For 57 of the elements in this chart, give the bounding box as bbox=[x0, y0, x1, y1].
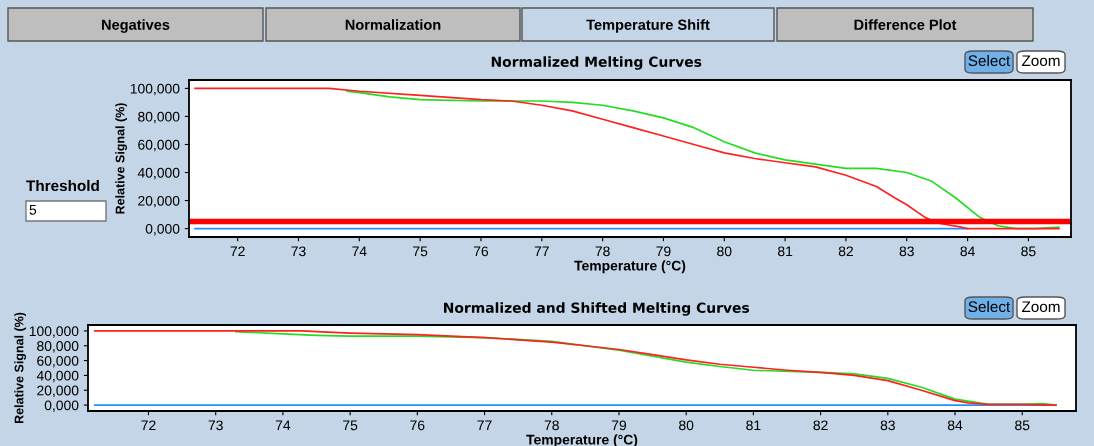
x-tick-label: 81 bbox=[746, 420, 761, 431]
x-axis-title: Temperature (°C) bbox=[574, 260, 686, 274]
x-tick-label: 78 bbox=[595, 246, 610, 257]
y-tick-label: 60,000 bbox=[37, 355, 79, 368]
text: Threshold bbox=[26, 179, 99, 192]
text: 5 bbox=[29, 205, 37, 215]
text: Difference Plot bbox=[854, 19, 957, 30]
text: Select bbox=[968, 54, 1011, 67]
x-tick-label: 72 bbox=[230, 246, 245, 257]
x-tick-label: 81 bbox=[777, 246, 793, 257]
y-axis-title: Relative Signal (%) bbox=[14, 312, 26, 424]
x-tick-label: 85 bbox=[1015, 420, 1030, 431]
x-tick-label: 73 bbox=[208, 420, 223, 431]
y-tick-label: 100,000 bbox=[29, 326, 79, 338]
text: Zoom bbox=[1021, 301, 1060, 313]
y-tick-label: 0,000 bbox=[44, 400, 79, 412]
text: Zoom bbox=[1021, 55, 1060, 67]
x-tick-label: 74 bbox=[275, 420, 291, 431]
text: Temperature Shift bbox=[586, 19, 710, 33]
x-tick-label: 80 bbox=[717, 246, 732, 257]
chart-title: Normalized Melting Curves bbox=[491, 56, 702, 70]
text: Negatives bbox=[102, 19, 170, 33]
x-tick-label: 74 bbox=[352, 246, 367, 257]
y-tick-label: 40,000 bbox=[36, 370, 79, 383]
y-axis-title: Relative Signal (%) bbox=[115, 103, 127, 214]
x-tick-label: 82 bbox=[813, 420, 828, 431]
x-tick-label: 84 bbox=[947, 420, 963, 431]
y-tick-label: 80,000 bbox=[138, 111, 180, 124]
x-tick-label: 76 bbox=[473, 246, 489, 257]
x-tick-label: 79 bbox=[611, 420, 627, 431]
x-tick-label: 77 bbox=[534, 246, 549, 257]
x-tick-label: 75 bbox=[343, 420, 358, 431]
y-tick-label: 20,000 bbox=[138, 195, 180, 208]
x-tick-label: 83 bbox=[880, 420, 895, 431]
x-tick-label: 83 bbox=[899, 246, 914, 257]
line-series bbox=[194, 87, 1060, 230]
chart-title: Normalized and Shifted Melting Curves bbox=[444, 302, 750, 316]
x-tick-label: 75 bbox=[413, 246, 428, 257]
x-tick-label: 76 bbox=[410, 420, 425, 431]
line-series bbox=[346, 90, 1060, 230]
x-tick-label: 77 bbox=[477, 420, 492, 431]
x-tick-label: 78 bbox=[544, 420, 559, 431]
x-tick-label: 85 bbox=[1021, 246, 1036, 257]
x-tick-label: 73 bbox=[291, 246, 306, 257]
y-tick-label: 60,000 bbox=[138, 139, 180, 152]
text: Normalization bbox=[345, 19, 441, 30]
x-tick-label: 84 bbox=[960, 246, 975, 257]
y-tick-label: 100,000 bbox=[130, 83, 180, 96]
text: Select bbox=[968, 300, 1011, 313]
x-tick-label: 82 bbox=[838, 246, 853, 257]
y-tick-label: 0,000 bbox=[145, 223, 180, 236]
y-tick-label: 80,000 bbox=[37, 341, 79, 353]
y-tick-label: 20,000 bbox=[37, 385, 79, 398]
x-tick-label: 79 bbox=[656, 246, 671, 257]
x-tick-label: 72 bbox=[141, 420, 156, 431]
x-tick-label: 80 bbox=[679, 420, 694, 431]
y-tick-label: 40,000 bbox=[137, 167, 180, 180]
